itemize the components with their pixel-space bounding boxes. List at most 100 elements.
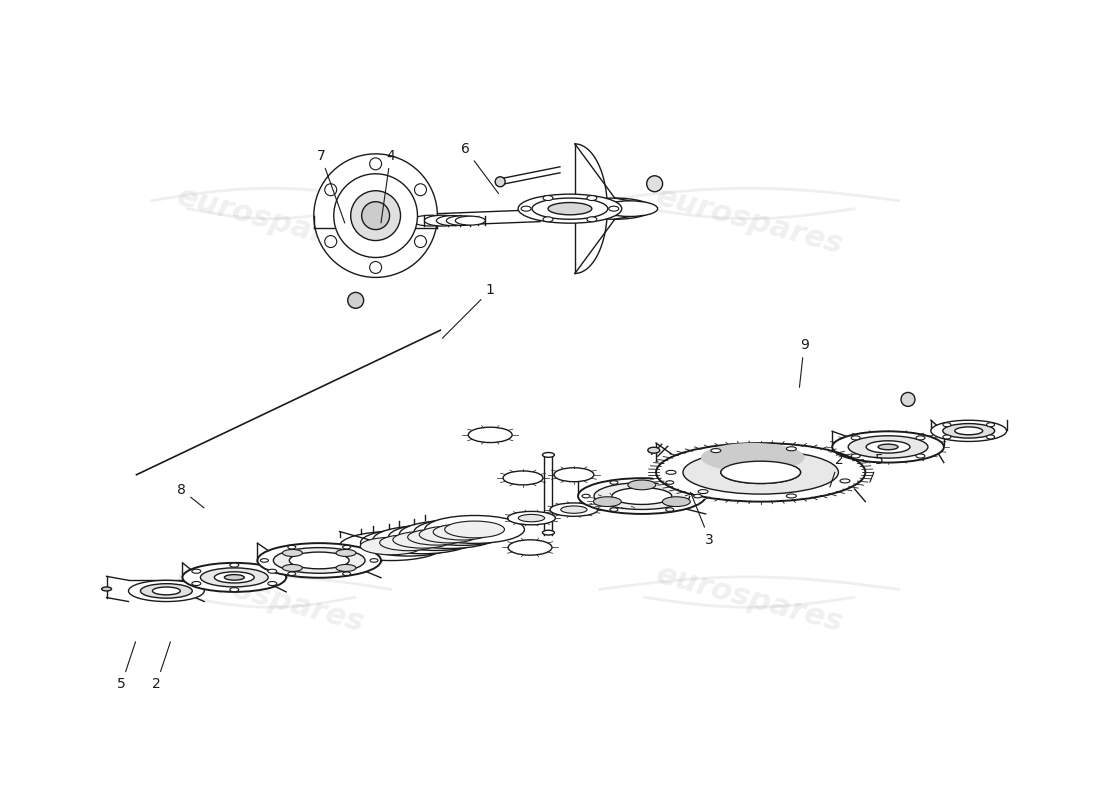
- Text: 5: 5: [117, 642, 135, 691]
- Ellipse shape: [694, 494, 702, 498]
- Ellipse shape: [943, 423, 994, 438]
- Ellipse shape: [447, 216, 478, 226]
- Ellipse shape: [370, 262, 382, 274]
- Ellipse shape: [612, 488, 672, 505]
- Ellipse shape: [587, 217, 597, 222]
- Ellipse shape: [230, 588, 239, 592]
- Ellipse shape: [786, 494, 796, 498]
- Text: 3: 3: [691, 492, 714, 546]
- Ellipse shape: [550, 503, 597, 516]
- Ellipse shape: [955, 427, 982, 434]
- Ellipse shape: [518, 514, 544, 522]
- Ellipse shape: [943, 435, 950, 439]
- Text: 5: 5: [870, 453, 883, 482]
- Ellipse shape: [283, 550, 302, 557]
- Ellipse shape: [648, 447, 660, 454]
- Ellipse shape: [288, 572, 296, 575]
- Text: eurospares: eurospares: [652, 560, 846, 638]
- Ellipse shape: [336, 550, 356, 557]
- Ellipse shape: [373, 526, 473, 554]
- Ellipse shape: [425, 215, 460, 226]
- Ellipse shape: [141, 584, 192, 598]
- Ellipse shape: [340, 531, 443, 561]
- Ellipse shape: [521, 206, 531, 211]
- Ellipse shape: [840, 479, 850, 483]
- Text: 2: 2: [829, 453, 844, 487]
- Ellipse shape: [267, 582, 277, 586]
- Ellipse shape: [548, 202, 592, 215]
- Ellipse shape: [289, 552, 349, 569]
- Ellipse shape: [503, 471, 543, 485]
- Ellipse shape: [610, 481, 618, 484]
- Ellipse shape: [379, 534, 437, 550]
- Ellipse shape: [711, 449, 720, 453]
- Ellipse shape: [561, 506, 587, 514]
- Text: 9: 9: [800, 338, 808, 387]
- Ellipse shape: [610, 508, 618, 511]
- Text: 4: 4: [381, 149, 395, 223]
- Ellipse shape: [444, 521, 505, 538]
- Ellipse shape: [415, 235, 427, 247]
- Ellipse shape: [261, 558, 268, 562]
- Ellipse shape: [518, 194, 622, 223]
- Ellipse shape: [469, 427, 513, 442]
- Ellipse shape: [508, 540, 552, 555]
- Ellipse shape: [399, 521, 499, 549]
- Ellipse shape: [594, 482, 690, 510]
- Ellipse shape: [987, 422, 994, 426]
- Text: 6: 6: [461, 142, 498, 194]
- Ellipse shape: [342, 546, 351, 549]
- Ellipse shape: [666, 481, 673, 484]
- Ellipse shape: [224, 574, 244, 580]
- Ellipse shape: [191, 570, 201, 574]
- Ellipse shape: [283, 565, 302, 571]
- Ellipse shape: [786, 446, 796, 450]
- Text: 7: 7: [317, 149, 344, 223]
- Ellipse shape: [274, 548, 365, 574]
- Ellipse shape: [576, 198, 652, 219]
- Ellipse shape: [412, 215, 449, 226]
- Ellipse shape: [342, 572, 351, 575]
- Ellipse shape: [361, 538, 422, 554]
- Ellipse shape: [129, 580, 205, 602]
- Text: eurospares: eurospares: [174, 182, 367, 259]
- Ellipse shape: [314, 154, 438, 278]
- Ellipse shape: [153, 587, 180, 595]
- Ellipse shape: [433, 524, 491, 540]
- Ellipse shape: [414, 518, 509, 546]
- Text: 1: 1: [442, 283, 495, 338]
- Ellipse shape: [425, 515, 525, 543]
- Ellipse shape: [361, 530, 456, 556]
- Ellipse shape: [333, 174, 418, 258]
- Ellipse shape: [901, 393, 915, 406]
- Text: 2: 2: [152, 642, 170, 691]
- Ellipse shape: [200, 568, 268, 587]
- Ellipse shape: [593, 494, 640, 508]
- Ellipse shape: [362, 202, 389, 230]
- Ellipse shape: [455, 216, 485, 225]
- Ellipse shape: [495, 177, 505, 186]
- Ellipse shape: [878, 444, 898, 450]
- Ellipse shape: [370, 558, 378, 562]
- Ellipse shape: [666, 508, 673, 511]
- Ellipse shape: [554, 468, 594, 482]
- Ellipse shape: [603, 498, 629, 505]
- Ellipse shape: [851, 436, 860, 440]
- Ellipse shape: [324, 235, 337, 247]
- Ellipse shape: [666, 470, 676, 474]
- Ellipse shape: [191, 582, 201, 586]
- Ellipse shape: [542, 453, 554, 458]
- Ellipse shape: [348, 292, 364, 308]
- Ellipse shape: [662, 497, 691, 506]
- Ellipse shape: [437, 215, 471, 226]
- Ellipse shape: [593, 497, 622, 506]
- Ellipse shape: [833, 431, 944, 462]
- Ellipse shape: [987, 435, 994, 439]
- Ellipse shape: [916, 436, 925, 440]
- Ellipse shape: [415, 184, 427, 196]
- Ellipse shape: [720, 461, 801, 483]
- Text: eurospares: eurospares: [174, 560, 367, 638]
- Ellipse shape: [587, 195, 597, 201]
- Ellipse shape: [647, 176, 662, 192]
- Ellipse shape: [543, 217, 553, 222]
